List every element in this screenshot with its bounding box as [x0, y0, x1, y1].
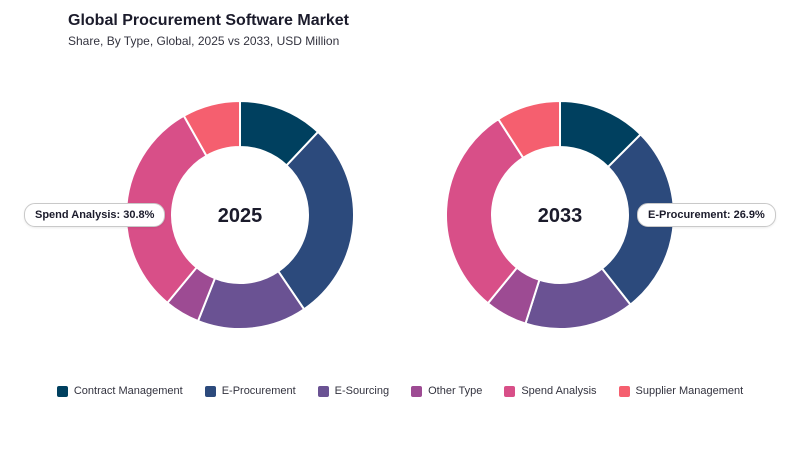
donut-center-label-2025: 2025: [218, 205, 263, 227]
callout-e-procurement-2033: E-Procurement: 26.9%: [637, 203, 776, 227]
legend-swatch: [411, 385, 423, 397]
legend-item-supplier-management[interactable]: Supplier Management: [618, 385, 744, 397]
donut-slice-spend-analysis-2025[interactable]: [125, 114, 208, 305]
chart-title: Global Procurement Software Market: [68, 12, 349, 29]
legend-swatch: [618, 385, 630, 397]
legend-label: Supplier Management: [635, 385, 744, 397]
legend-item-e-sourcing[interactable]: E-Sourcing: [317, 385, 390, 397]
donut-slice-supplier-management-2025[interactable]: [182, 99, 241, 158]
legend-item-e-procurement[interactable]: E-Procurement: [204, 385, 296, 397]
legend-item-spend-analysis[interactable]: Spend Analysis: [504, 385, 597, 397]
legend-swatch: [56, 385, 68, 397]
chart-subtitle: Share, By Type, Global, 2025 vs 2033, US…: [68, 34, 340, 48]
legend-swatch: [204, 385, 216, 397]
donut-center-label-2033: 2033: [538, 205, 583, 227]
legend-label: E-Procurement: [221, 385, 296, 397]
legend-swatch: [317, 385, 329, 397]
legend-item-contract-management[interactable]: Contract Management: [56, 385, 183, 397]
legend-item-other-type[interactable]: Other Type: [411, 385, 482, 397]
donut-slice-supplier-management-2033[interactable]: [496, 99, 561, 160]
callout-spend-analysis-2025: Spend Analysis: 30.8%: [24, 203, 166, 227]
donut-slice-e-procurement-2025[interactable]: [276, 130, 355, 311]
donut-chart-2025: 2025: [125, 99, 355, 330]
legend-swatch: [504, 385, 516, 397]
legend-label: Other Type: [428, 385, 483, 397]
legend-label: Contract Management: [73, 385, 183, 397]
donut-slice-spend-analysis-2033[interactable]: [445, 117, 525, 305]
legend-label: Spend Analysis: [521, 385, 597, 397]
chart-legend: Contract Management E-Procurement E-Sour…: [0, 385, 800, 397]
legend-label: E-Sourcing: [334, 385, 390, 397]
